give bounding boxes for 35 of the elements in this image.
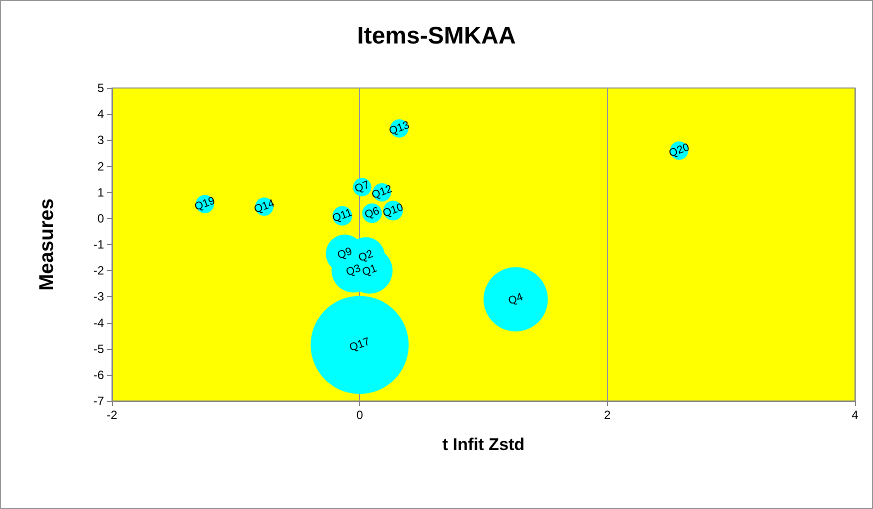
y-tick-label: -3 — [93, 290, 104, 304]
chart-title: Items-SMKAA — [357, 22, 516, 50]
y-tick-label: -2 — [93, 264, 104, 278]
annotation: Q12 — [370, 183, 394, 202]
annotation: Q1 — [360, 262, 379, 279]
y-tick-label: 0 — [97, 211, 104, 226]
annotation: Q11 — [330, 206, 354, 225]
y-tick-label: 5 — [97, 81, 104, 95]
y-tick-label: 2 — [97, 159, 104, 174]
y-tick-label: 1 — [97, 185, 104, 200]
annotation: Q6 — [363, 205, 381, 222]
y-tick-label: -7 — [93, 394, 104, 408]
annotation: Q17 — [348, 336, 372, 354]
annotation: Q4 — [506, 291, 525, 308]
annotation: Q2 — [356, 248, 375, 264]
y-axis-title: Measures — [36, 198, 58, 291]
annotation: Q3 — [344, 262, 362, 279]
y-tick-label: -1 — [93, 238, 104, 252]
annotation: Q14 — [252, 197, 276, 216]
annotation: Q7 — [353, 178, 372, 196]
y-tick-label: -5 — [93, 342, 104, 356]
x-axis-title: t Infit Zstd — [442, 435, 525, 454]
y-tick-label: 3 — [97, 133, 104, 148]
x-tick-label: 0 — [356, 408, 364, 422]
annotation: Q19 — [193, 194, 217, 214]
y-tick-label: -6 — [93, 368, 104, 382]
x-tick-label: -2 — [106, 408, 118, 422]
annotation: Q9 — [336, 245, 354, 262]
annotation: Q13 — [387, 119, 412, 138]
x-tick-label: 4 — [852, 408, 859, 422]
annotation: Q10 — [381, 201, 405, 220]
x-tick-label: 2 — [604, 408, 611, 422]
annotation: Q20 — [667, 141, 691, 160]
y-tick-label: -4 — [93, 316, 104, 330]
y-tick-label: 4 — [97, 107, 104, 122]
